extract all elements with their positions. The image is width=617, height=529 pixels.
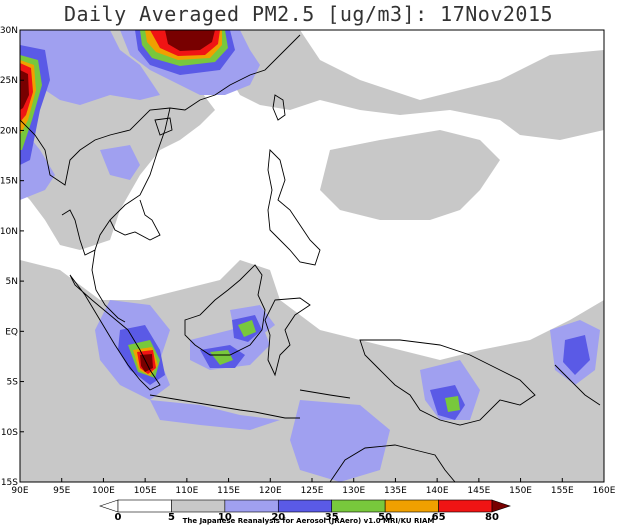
lat-tick-label: 5N bbox=[6, 277, 18, 287]
lon-tick-label: 125E bbox=[301, 486, 324, 496]
lon-tick-label: 105E bbox=[134, 486, 157, 496]
lon-tick-label: 140E bbox=[426, 486, 449, 496]
lat-tick-label: 15S bbox=[1, 478, 18, 488]
colorbar-min-arrow bbox=[99, 499, 119, 513]
colorbar-segment bbox=[331, 499, 386, 513]
colorbar-segment bbox=[277, 499, 333, 513]
colorbar-max-arrow bbox=[491, 499, 511, 513]
lon-tick-label: 100E bbox=[92, 486, 115, 496]
colorbar-level-label: 50 bbox=[378, 512, 392, 523]
colorbar-level-label: 80 bbox=[485, 512, 499, 523]
colorbar-level-label: 20 bbox=[271, 512, 285, 523]
colorbar-segment bbox=[384, 499, 439, 513]
latitude-ticks: 30N 25N 20N 15N 10N 5N EQ 5S 10S 15S bbox=[0, 26, 24, 488]
lat-tick-label: 10S bbox=[1, 428, 18, 438]
lat-tick-label: 15N bbox=[0, 177, 18, 187]
credit-line: The Japanese Reanalysis for Aerosol (JRA… bbox=[182, 517, 435, 525]
pm25-field bbox=[20, 30, 604, 482]
longitude-ticks: 90E 95E 100E 105E 110E 115E 120E 125E 130E 135E 14… bbox=[11, 478, 616, 496]
colorbar-level-label: 35 bbox=[325, 512, 339, 523]
lat-tick-label: EQ bbox=[5, 327, 18, 337]
lon-tick-label: 160E bbox=[593, 486, 616, 496]
colorbar-level-label: 10 bbox=[218, 512, 232, 523]
lon-tick-label: 145E bbox=[467, 486, 490, 496]
colorbar-segment bbox=[171, 499, 226, 513]
lon-tick-label: 115E bbox=[217, 486, 240, 496]
lon-tick-label: 120E bbox=[259, 486, 282, 496]
lon-tick-label: 155E bbox=[551, 486, 574, 496]
lat-tick-label: 30N bbox=[0, 26, 18, 36]
lon-tick-label: 135E bbox=[384, 486, 407, 496]
lon-tick-label: 150E bbox=[509, 486, 532, 496]
lon-tick-label: 90E bbox=[11, 486, 28, 496]
lat-tick-label: 25N bbox=[0, 76, 18, 86]
colorbar-segment bbox=[117, 499, 172, 513]
colorbar-level-label: 0 bbox=[115, 512, 122, 523]
colorbar-level-label: 65 bbox=[432, 512, 446, 523]
lat-tick-label: 20N bbox=[0, 126, 18, 136]
lon-tick-label: 95E bbox=[53, 486, 70, 496]
colorbar-segment bbox=[224, 499, 279, 513]
lat-tick-label: 5S bbox=[7, 378, 19, 388]
map-title: Daily Averaged PM2.5 [ug/m3]: 17Nov2015 bbox=[63, 2, 554, 26]
lat-tick-label: 10N bbox=[0, 227, 18, 237]
colorbar-level-label: 5 bbox=[168, 512, 175, 523]
lon-tick-label: 130E bbox=[342, 486, 365, 496]
lon-tick-label: 110E bbox=[175, 486, 198, 496]
colorbar-segment bbox=[438, 499, 493, 513]
coastlines bbox=[20, 34, 601, 482]
